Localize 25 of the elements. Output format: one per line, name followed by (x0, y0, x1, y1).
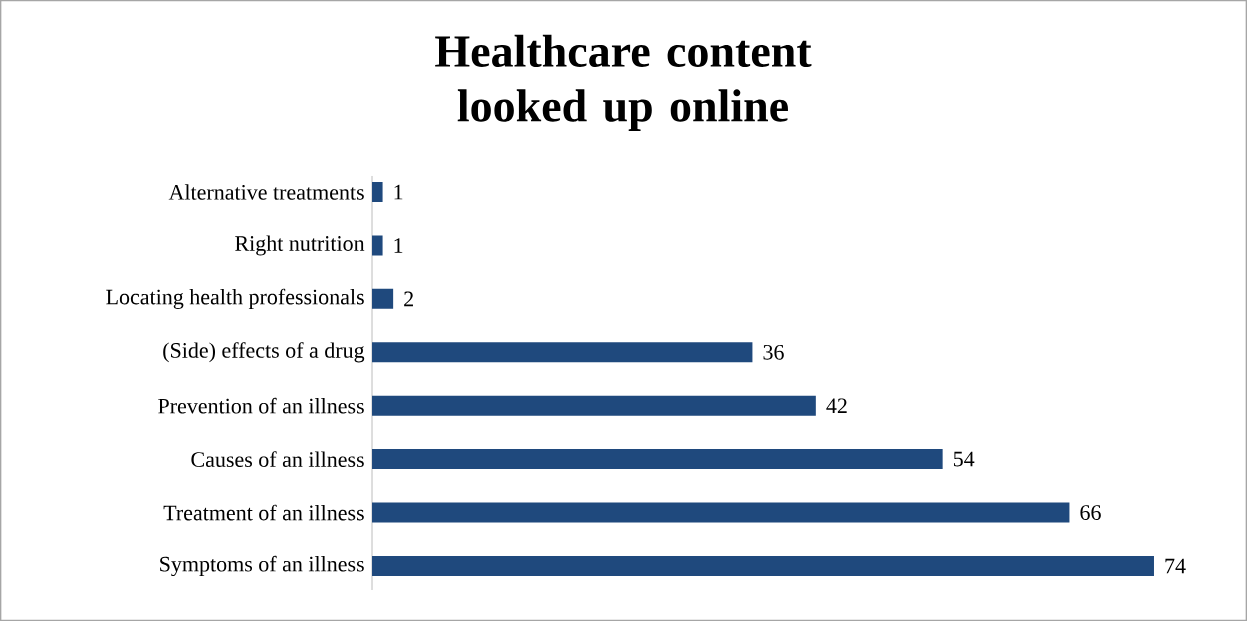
data-label: 2 (404, 291, 413, 307)
y-tick-label: Alternative treatments (168, 184, 364, 200)
y-tick-label: Locating health professionals (106, 288, 364, 309)
data-label: 66 (1080, 505, 1101, 520)
chart-title: Healthcare content looked up online (435, 34, 812, 132)
y-tick-label: (Side) effects of a drug (163, 342, 365, 363)
data-label: 74 (1165, 558, 1186, 574)
data-label: 42 (826, 398, 847, 413)
y-tick-label: Symptoms of an illness (160, 555, 364, 577)
data-label: 54 (953, 451, 975, 467)
y-tick-label: Right nutrition (235, 235, 365, 256)
bar (372, 235, 383, 256)
data-label: 36 (763, 344, 784, 360)
bar (372, 288, 394, 309)
bar (372, 395, 816, 416)
y-tick-label: Treatment of an illness (163, 504, 364, 521)
y-tick-label: Prevention of an illness (158, 397, 364, 414)
bar (372, 449, 943, 470)
y-tick-label: Causes of an illness (191, 451, 364, 467)
bar (372, 555, 1154, 576)
bar (372, 342, 753, 363)
data-label: 1 (394, 238, 403, 253)
bar (372, 502, 1070, 523)
data-label: 1 (394, 184, 403, 200)
bar (372, 182, 383, 203)
